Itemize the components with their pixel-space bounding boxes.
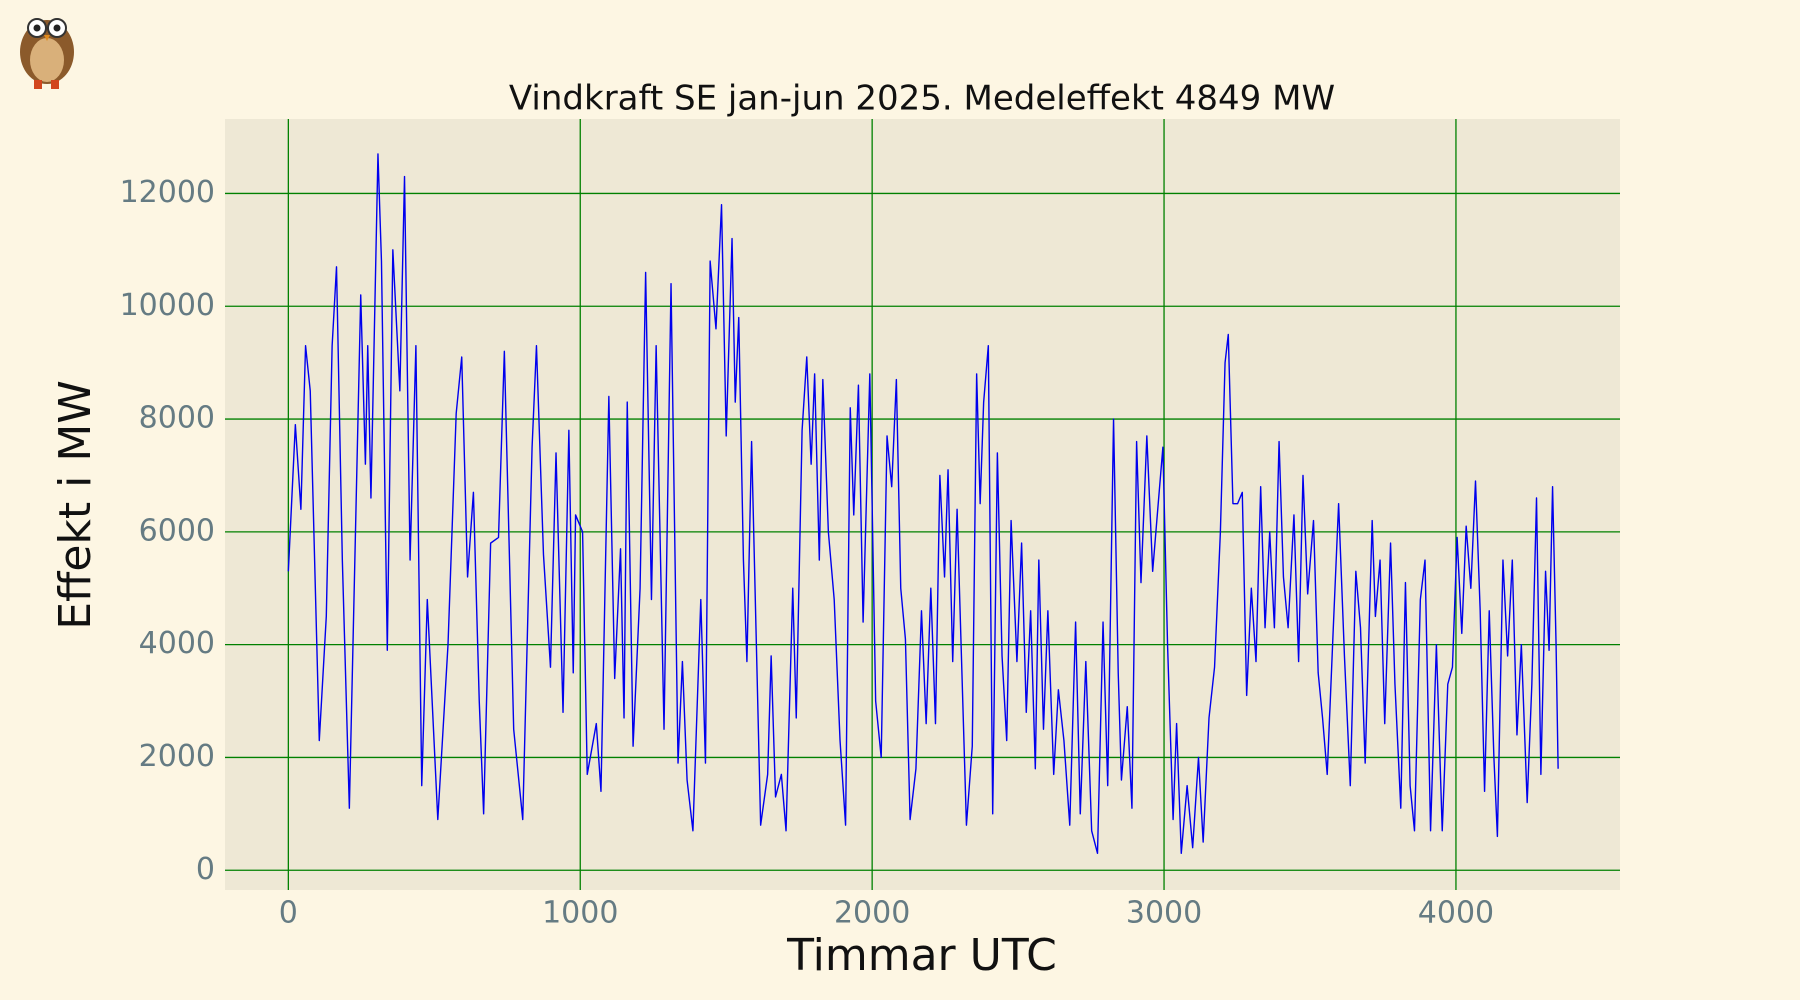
y-tick-label: 10000 [120, 288, 215, 323]
y-tick-label: 12000 [120, 175, 215, 210]
x-tick-label: 1000 [542, 896, 618, 931]
x-tick-label: 2000 [834, 896, 910, 931]
x-tick-label: 0 [279, 896, 298, 931]
owl-logo [20, 18, 74, 89]
data-line [287, 153, 1559, 855]
chart-title: Vindkraft SE jan-jun 2025. Medeleffekt 4… [509, 79, 1335, 119]
x-axis-label: Timmar UTC [786, 930, 1057, 981]
x-tick-label: 3000 [1126, 896, 1202, 931]
y-tick-label: 4000 [139, 626, 215, 661]
y-axis-label: Effekt i MW [50, 380, 101, 630]
x-tick-label: 4000 [1418, 896, 1494, 931]
plot-area [225, 119, 1620, 890]
y-tick-label: 6000 [139, 513, 215, 548]
y-tick-label: 2000 [139, 739, 215, 774]
y-tick-label: 0 [196, 852, 215, 887]
y-tick-label: 8000 [139, 401, 215, 436]
